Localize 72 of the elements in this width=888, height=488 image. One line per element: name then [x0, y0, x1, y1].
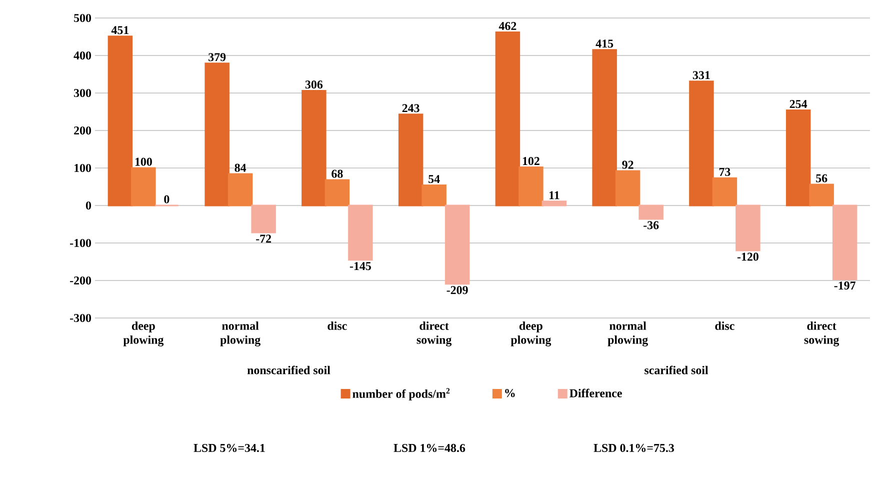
text: scarified soil: [644, 366, 708, 374]
data-label: -209: [446, 286, 468, 294]
data-label: 462: [498, 22, 516, 30]
bar: [638, 204, 664, 220]
y-tick-label: 0: [86, 201, 92, 210]
data-label: 243: [402, 104, 420, 112]
data-label: -72: [256, 234, 272, 243]
data-label: 306: [305, 80, 323, 89]
bar: [615, 170, 640, 206]
bar: [495, 31, 520, 206]
data-label: -36: [644, 221, 659, 230]
bar: [251, 204, 276, 234]
data-label: -197: [834, 282, 856, 290]
bar: [518, 166, 544, 206]
data-label: 331: [692, 71, 710, 80]
bar: [542, 200, 567, 206]
x-tick-label: deep plowing: [510, 322, 552, 346]
x-tick-label: normal plowing: [608, 322, 648, 346]
data-label: 68: [332, 170, 343, 178]
bar: [809, 184, 834, 206]
data-label: -145: [350, 262, 371, 270]
bar: [398, 114, 424, 206]
data-label: 254: [790, 100, 808, 108]
data-label: -120: [737, 252, 758, 261]
bar: [324, 179, 350, 206]
x-tick-label: deep plowing: [123, 322, 164, 346]
legend-label: number of pods/m$^{2}$: [352, 388, 450, 400]
bar: [348, 204, 373, 261]
data-label: 92: [622, 160, 634, 169]
x-tick-label: disc: [715, 322, 734, 330]
bar: [444, 204, 470, 285]
bar: [131, 167, 156, 206]
data-label: 100: [135, 158, 152, 166]
y-tick-label: 300: [74, 88, 92, 98]
bar: [228, 173, 253, 206]
y-tick-label: 100: [74, 164, 92, 172]
text: nonscarified soil: [247, 366, 330, 374]
bar: [592, 49, 617, 206]
bar: [204, 62, 230, 206]
y-tick-label: -300: [70, 314, 92, 322]
bar: [832, 204, 858, 280]
data-label: 73: [719, 168, 730, 176]
data-label: 56: [816, 174, 828, 182]
data-label: 11: [550, 191, 560, 200]
bar: [302, 90, 326, 206]
text: LSD 0.1%=75.3: [594, 444, 674, 452]
data-label: 379: [208, 53, 226, 62]
text: LSD 5%=34.1: [194, 444, 265, 452]
y-tick-label: 400: [74, 51, 92, 60]
data-label: 0: [164, 195, 170, 204]
bar: [712, 177, 738, 206]
data-label: 451: [111, 26, 129, 34]
data-label: 415: [596, 40, 614, 48]
bar: [786, 109, 811, 206]
x-tick-label: disc: [328, 322, 347, 330]
y-tick-label: 500: [74, 14, 92, 22]
bar: [736, 204, 760, 252]
x-tick-label: normal plowing: [220, 322, 260, 346]
data-label: 84: [234, 164, 246, 172]
bar: [422, 184, 446, 206]
text: LSD 1%=48.6: [394, 444, 466, 452]
x-tick-label: direct sowing: [804, 322, 840, 346]
y-tick-label: -100: [70, 238, 92, 248]
y-tick-label: -200: [70, 276, 92, 285]
y-tick-label: 200: [74, 126, 92, 135]
data-label: 54: [428, 175, 440, 184]
bar: [108, 36, 133, 206]
data-label: 102: [522, 156, 540, 166]
bar: [689, 80, 714, 206]
legend-label: %: [505, 389, 515, 398]
x-tick-label: direct sowing: [416, 322, 452, 346]
legend-label: Difference: [570, 388, 622, 398]
